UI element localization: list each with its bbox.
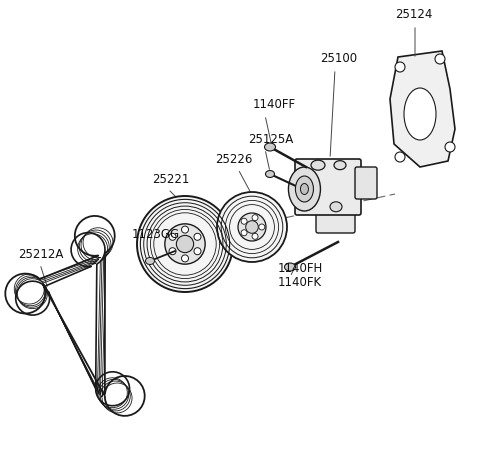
Ellipse shape [265,171,275,178]
Ellipse shape [330,202,342,213]
Text: 25125A: 25125A [248,133,293,146]
Ellipse shape [300,184,309,195]
Circle shape [238,213,266,241]
Ellipse shape [145,258,155,265]
Circle shape [217,193,287,263]
Ellipse shape [295,177,313,202]
Circle shape [395,63,405,73]
Text: 1140FH: 1140FH [278,262,323,274]
Circle shape [259,224,265,230]
Text: 1140FK: 1140FK [278,275,322,288]
FancyBboxPatch shape [295,160,361,216]
Circle shape [241,219,247,225]
Ellipse shape [311,161,325,171]
Circle shape [435,55,445,65]
Circle shape [241,230,247,236]
Circle shape [181,227,189,234]
Circle shape [194,248,201,255]
Text: 1123GG: 1123GG [132,228,180,241]
Polygon shape [390,52,455,168]
Text: 25221: 25221 [152,173,190,185]
Text: 25124: 25124 [395,8,432,21]
FancyBboxPatch shape [355,168,377,200]
Circle shape [445,143,455,153]
Circle shape [181,255,189,263]
Circle shape [137,196,233,292]
Ellipse shape [264,144,276,151]
Ellipse shape [288,168,321,212]
Text: 1140FF: 1140FF [253,98,296,111]
Ellipse shape [404,89,436,141]
Circle shape [176,236,193,253]
Circle shape [169,248,176,255]
FancyBboxPatch shape [316,210,355,234]
Polygon shape [5,217,145,416]
Circle shape [165,224,205,264]
Circle shape [252,234,258,240]
Circle shape [246,221,258,234]
Ellipse shape [334,161,346,170]
Circle shape [252,215,258,221]
Text: 25212A: 25212A [18,247,63,260]
Circle shape [169,234,176,241]
Text: 25226: 25226 [215,153,252,166]
Ellipse shape [285,263,296,271]
Circle shape [395,153,405,162]
Circle shape [194,234,201,241]
Text: 25100: 25100 [320,52,357,65]
